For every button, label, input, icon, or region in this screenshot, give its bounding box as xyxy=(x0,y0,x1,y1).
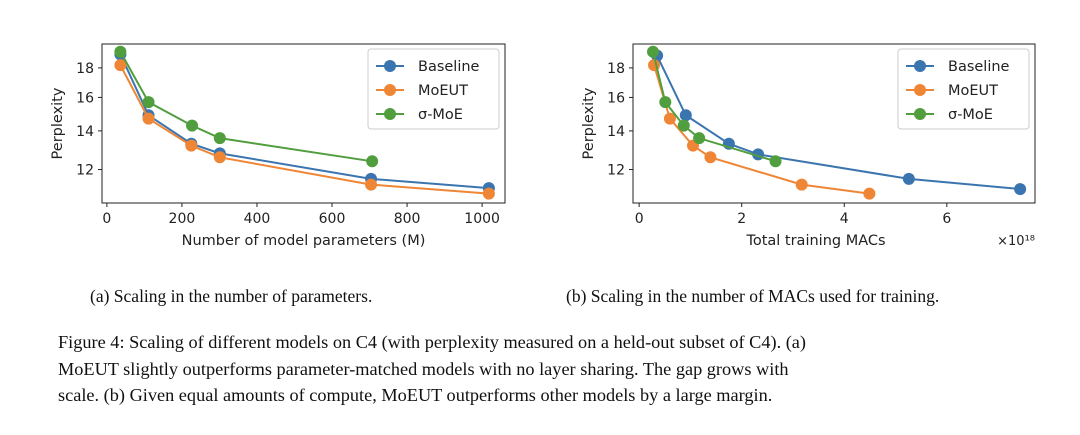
x-tick-label: 0 xyxy=(635,211,644,227)
y-tick-label: 18 xyxy=(607,61,625,77)
data-point xyxy=(659,96,672,109)
data-point xyxy=(902,172,915,185)
caption-line: scale. (b) Given equal amounts of comput… xyxy=(58,385,773,405)
x-tick-label: 4 xyxy=(840,211,849,227)
x-axis-multiplier: ×10¹⁸ xyxy=(997,234,1035,249)
legend-marker xyxy=(384,60,396,72)
data-point xyxy=(213,132,226,145)
legend-marker xyxy=(384,108,396,120)
subcaption-a: (a) Scaling in the number of parameters. xyxy=(90,286,373,306)
y-axis-label: Perplexity xyxy=(50,87,66,159)
data-point xyxy=(142,112,155,125)
legend-label: σ-MoE xyxy=(948,107,993,123)
data-point xyxy=(677,119,690,132)
legend-label: Baseline xyxy=(418,59,480,75)
plot-frame xyxy=(101,43,506,204)
data-point xyxy=(795,178,808,191)
y-tick-label: 14 xyxy=(607,124,625,140)
data-point xyxy=(482,187,495,200)
y-tick-label: 16 xyxy=(76,90,94,106)
legend-label: Baseline xyxy=(948,59,1010,75)
x-tick-label: 400 xyxy=(244,211,271,227)
y-tick-label: 18 xyxy=(76,61,94,77)
data-point xyxy=(704,151,717,164)
data-point xyxy=(693,132,706,145)
data-point xyxy=(769,155,782,168)
legend-marker xyxy=(384,84,396,96)
data-point xyxy=(646,45,659,58)
y-axis-label: Perplexity xyxy=(581,87,597,159)
data-point xyxy=(114,59,127,72)
y-tick-label: 12 xyxy=(607,163,625,179)
data-point xyxy=(663,112,676,125)
figure-caption: Figure 4: Scaling of different models on… xyxy=(58,329,1058,409)
legend-label: σ-MoE xyxy=(418,107,463,123)
x-tick-label: 1000 xyxy=(464,211,500,227)
legend-marker xyxy=(914,108,926,120)
legend-marker xyxy=(914,84,926,96)
legend-label: MoEUT xyxy=(418,83,468,99)
series-line-moe xyxy=(652,51,776,163)
series-line-moe xyxy=(119,51,373,163)
x-tick-label: 800 xyxy=(394,211,421,227)
caption-line: Figure 4: Scaling of different models on… xyxy=(58,332,807,352)
plot-frame xyxy=(632,43,1036,204)
data-point xyxy=(114,45,127,58)
caption-line: MoEUT slightly outperforms parameter-mat… xyxy=(58,358,789,379)
legend xyxy=(367,48,500,130)
legend-label: MoEUT xyxy=(948,83,998,99)
data-point xyxy=(213,151,226,164)
x-tick-label: 600 xyxy=(319,211,346,227)
data-point xyxy=(186,119,199,132)
series-line-moeut xyxy=(119,64,489,195)
x-tick-label: 200 xyxy=(169,211,196,227)
y-tick-label: 16 xyxy=(607,90,625,106)
data-point xyxy=(679,109,692,122)
series-line-moeut xyxy=(653,64,870,195)
data-point xyxy=(142,96,155,109)
data-point xyxy=(1014,183,1027,196)
legend xyxy=(897,48,1030,130)
series-line-baseline xyxy=(656,55,1021,191)
x-axis-label: Number of model parameters (M) xyxy=(182,233,426,249)
x-tick-label: 0 xyxy=(102,211,111,227)
chart-parameters-scaling: 0 200 400 600 800 1000 12 14 16 18 Number of model… xyxy=(50,43,506,249)
x-axis-label: Total training MACs xyxy=(745,233,885,249)
chart-macs-scaling: 0 2 4 6 12 14 16 18 Total training MACs ×10¹⁸ Perp… xyxy=(581,43,1036,249)
y-tick-label: 12 xyxy=(76,163,94,179)
y-tick-label: 14 xyxy=(76,124,94,140)
data-point xyxy=(863,187,876,200)
data-point xyxy=(365,178,378,191)
subcaption-b: (b) Scaling in the number of MACs used f… xyxy=(566,286,940,306)
x-tick-label: 6 xyxy=(942,211,951,227)
data-point xyxy=(185,139,198,152)
legend-marker xyxy=(914,60,926,72)
data-point xyxy=(366,155,379,168)
x-tick-label: 2 xyxy=(737,211,746,227)
